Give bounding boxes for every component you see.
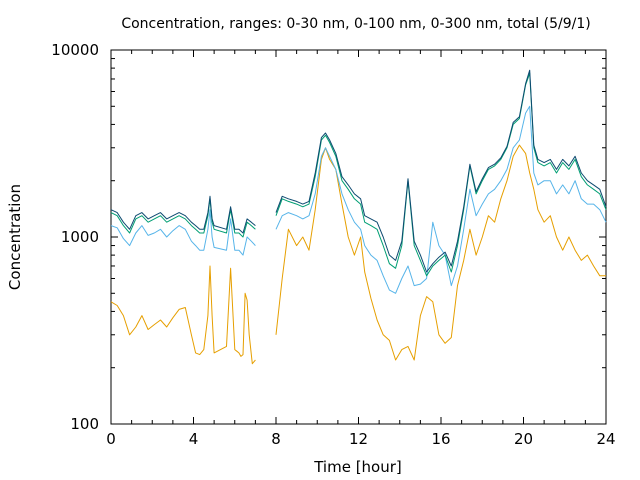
series-layer	[110, 69, 607, 365]
series-1-line-1	[275, 105, 607, 294]
x-tick-label: 0	[106, 430, 116, 448]
series-1-line-0	[110, 209, 256, 256]
y-axis-label: Concentration	[6, 184, 24, 290]
x-tick-label: 20	[514, 430, 533, 448]
series-3-line-1	[275, 69, 607, 273]
x-tick-label: 16	[431, 430, 450, 448]
y-tick-label: 1000	[61, 228, 99, 246]
x-tick-label: 8	[271, 430, 281, 448]
series-2-line-1	[275, 72, 607, 277]
y-tick-label: 100	[70, 415, 99, 433]
series-2-line-0	[110, 198, 256, 238]
series-3-line-0	[110, 195, 256, 234]
x-tick-label: 4	[189, 430, 199, 448]
series-0-line-0	[110, 265, 256, 365]
x-tick-label: 24	[596, 430, 615, 448]
x-axis-label: Time [hour]	[313, 458, 402, 476]
axis-layer: 0 4 8 12 16 20 24 100 1000 10000	[51, 41, 615, 448]
y-tick-label: 10000	[51, 41, 99, 59]
chart-title: Concentration, ranges: 0-30 nm, 0-100 nm…	[121, 16, 590, 32]
x-tick-label: 12	[349, 430, 368, 448]
series-0-line-1	[275, 144, 606, 361]
